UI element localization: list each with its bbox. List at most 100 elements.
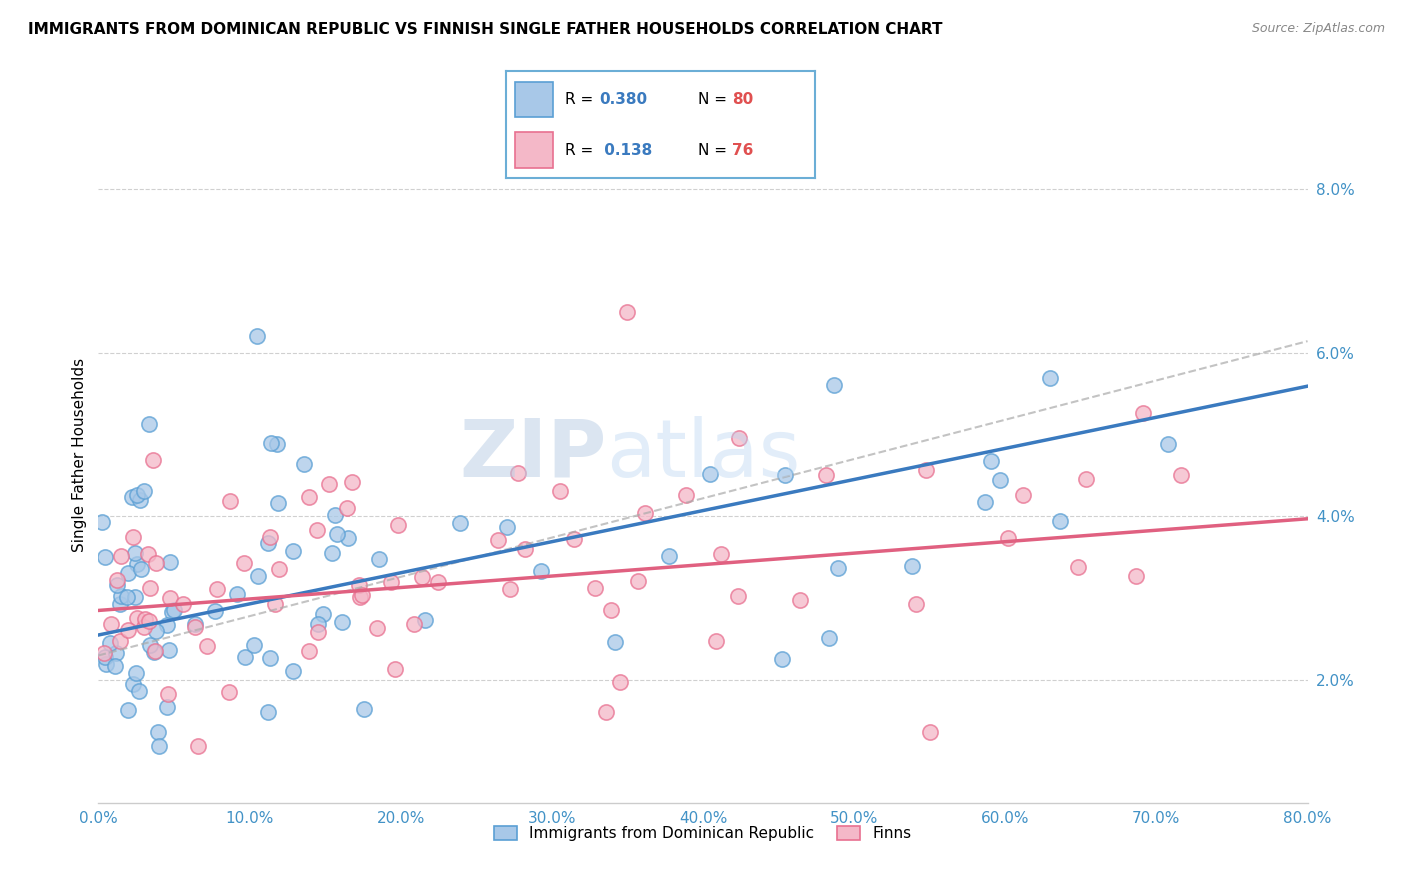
- Point: [905, 597, 928, 611]
- Text: R =: R =: [565, 143, 598, 158]
- Point: [548, 484, 571, 499]
- Point: [818, 631, 841, 645]
- Point: [162, 606, 184, 620]
- Point: [298, 490, 321, 504]
- Text: IMMIGRANTS FROM DOMINICAN REPUBLIC VS FINNISH SINGLE FATHER HOUSEHOLDS CORRELATI: IMMIGRANTS FROM DOMINICAN REPUBLIC VS FI…: [28, 22, 942, 37]
- Point: [918, 725, 941, 739]
- Point: [94, 649, 117, 664]
- Point: [205, 582, 228, 597]
- Bar: [516, 132, 553, 168]
- Point: [124, 546, 146, 560]
- Point: [146, 724, 169, 739]
- Point: [366, 621, 388, 635]
- Point: [997, 532, 1019, 546]
- Point: [233, 650, 256, 665]
- Point: [706, 634, 728, 648]
- Point: [142, 452, 165, 467]
- Point: [195, 640, 218, 654]
- Text: 0.380: 0.380: [599, 92, 647, 107]
- Point: [775, 467, 797, 482]
- Bar: [516, 82, 553, 118]
- Point: [98, 636, 121, 650]
- Point: [281, 664, 304, 678]
- Point: [1074, 472, 1097, 486]
- Point: [789, 592, 811, 607]
- Point: [600, 603, 623, 617]
- Point: [728, 431, 751, 445]
- Point: [814, 467, 837, 482]
- Point: [127, 610, 149, 624]
- Text: 76: 76: [733, 143, 754, 158]
- Point: [117, 566, 139, 581]
- Point: [260, 435, 283, 450]
- Point: [323, 508, 346, 522]
- Point: [1157, 436, 1180, 450]
- Point: [297, 644, 319, 658]
- Point: [115, 591, 138, 605]
- Point: [634, 507, 657, 521]
- Point: [603, 635, 626, 649]
- Point: [121, 490, 143, 504]
- Point: [124, 590, 146, 604]
- Point: [125, 665, 148, 680]
- Point: [128, 683, 150, 698]
- Point: [157, 643, 180, 657]
- Point: [139, 638, 162, 652]
- Point: [1125, 568, 1147, 582]
- Point: [263, 597, 285, 611]
- Point: [132, 620, 155, 634]
- Point: [104, 659, 127, 673]
- Point: [145, 624, 167, 639]
- Point: [770, 652, 793, 666]
- Point: [122, 677, 145, 691]
- Point: [1066, 560, 1088, 574]
- Point: [243, 638, 266, 652]
- Point: [232, 556, 254, 570]
- Point: [402, 616, 425, 631]
- Text: 0.138: 0.138: [599, 143, 652, 158]
- Point: [110, 634, 132, 648]
- Point: [427, 575, 450, 590]
- Point: [335, 500, 357, 515]
- Point: [266, 437, 288, 451]
- Point: [307, 617, 329, 632]
- Point: [104, 646, 127, 660]
- Point: [340, 475, 363, 489]
- Point: [1049, 515, 1071, 529]
- Point: [387, 517, 409, 532]
- Point: [281, 544, 304, 558]
- Point: [108, 598, 131, 612]
- Point: [658, 549, 681, 563]
- Text: atlas: atlas: [606, 416, 800, 494]
- Point: [125, 488, 148, 502]
- Point: [675, 488, 697, 502]
- Point: [117, 623, 139, 637]
- Point: [105, 578, 128, 592]
- Point: [496, 520, 519, 534]
- Point: [172, 597, 194, 611]
- Point: [156, 617, 179, 632]
- Point: [627, 574, 650, 588]
- Point: [156, 699, 179, 714]
- Point: [142, 645, 165, 659]
- Point: [710, 547, 733, 561]
- Point: [1039, 371, 1062, 385]
- Point: [384, 662, 406, 676]
- Point: [411, 569, 433, 583]
- Point: [134, 612, 156, 626]
- Point: [980, 453, 1002, 467]
- Point: [1011, 488, 1033, 502]
- Point: [727, 589, 749, 603]
- Point: [218, 493, 240, 508]
- Point: [184, 617, 207, 632]
- Point: [915, 463, 938, 477]
- Point: [163, 603, 186, 617]
- Point: [187, 739, 209, 753]
- Point: [318, 477, 340, 491]
- Point: [413, 614, 436, 628]
- Point: [562, 533, 585, 547]
- Text: 80: 80: [733, 92, 754, 107]
- Point: [973, 494, 995, 508]
- Text: N =: N =: [697, 143, 731, 158]
- Point: [159, 556, 181, 570]
